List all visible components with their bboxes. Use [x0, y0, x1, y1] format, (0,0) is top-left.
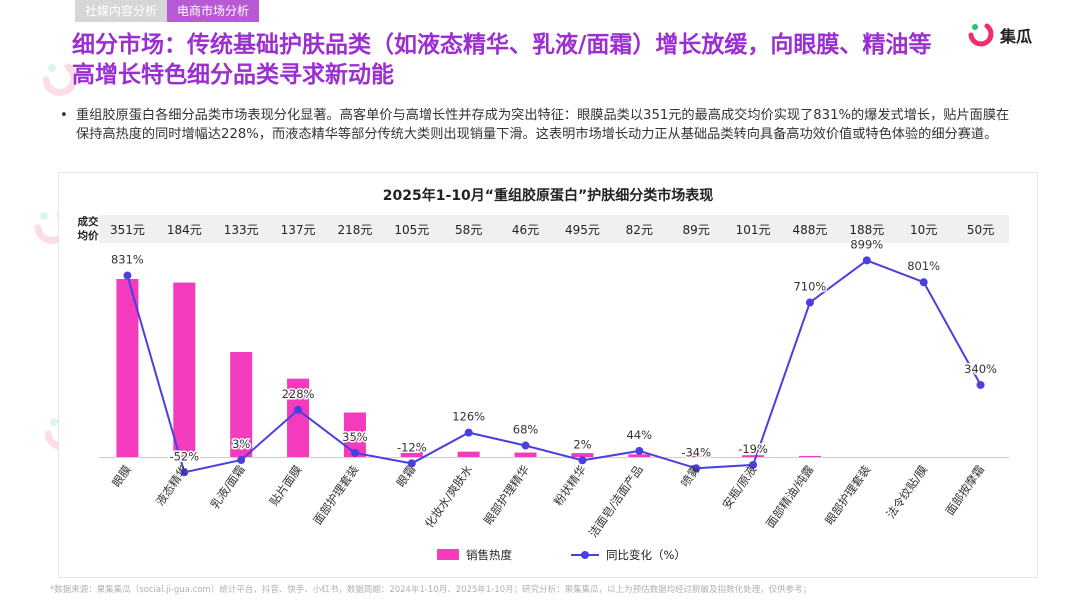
category-tick-label: 面部精油/纯露: [763, 462, 817, 530]
category-tick-label: 乳液/面霜: [208, 463, 248, 512]
sales-heat-bar: [685, 454, 708, 457]
yoy-change-point: [749, 460, 758, 469]
bullet-dot-icon: •: [60, 108, 68, 123]
yoy-change-label: -19%: [738, 442, 768, 456]
legend-label-sales-heat: 销售热度: [466, 548, 512, 562]
avg-price-label: 488元: [792, 223, 827, 237]
yoy-change-point: [407, 459, 416, 468]
yoy-change-point: [578, 456, 587, 465]
yoy-change-label: 801%: [907, 259, 940, 273]
section-tabs: 社媒内容分析 电商市场分析: [75, 0, 260, 22]
yoy-change-label: 831%: [111, 253, 144, 267]
yoy-change-point: [350, 448, 359, 457]
sales-heat-bar: [400, 448, 423, 457]
sales-heat-bar: [514, 452, 537, 457]
brand-logo-text: 集瓜: [1000, 27, 1033, 46]
legend-label-yoy-change: 同比变化（%）: [606, 548, 686, 562]
yoy-change-label: -34%: [681, 445, 711, 459]
avg-price-label: 218元: [337, 223, 372, 237]
avg-price-label: 58元: [455, 223, 482, 237]
yoy-change-point: [919, 278, 928, 287]
summary-text: 重组胶原蛋白各细分品类市场表现分化显著。高客单价与高增长性并存成为突出特征：眼膜…: [76, 108, 1010, 142]
yoy-change-label: -12%: [397, 440, 427, 454]
watermark-logo-1: [38, 58, 82, 106]
yoy-change-point: [237, 456, 246, 465]
yoy-change-label: 340%: [964, 362, 997, 376]
yoy-change-label: 710%: [793, 279, 826, 293]
category-tick-label: 眼部护理套装: [822, 462, 873, 527]
sales-heat-bar: [571, 453, 594, 457]
sales-heat-bar: [628, 454, 651, 457]
price-row-label-line2: 均价: [78, 229, 99, 242]
category-tick-label: 眼膜: [109, 463, 134, 490]
avg-price-label: 89元: [683, 223, 710, 237]
category-tick-label: 眼霜: [394, 463, 419, 490]
avg-price-label: 101元: [736, 223, 771, 237]
brand-logo-icon: [968, 23, 994, 47]
summary-bullet: • 重组胶原蛋白各细分品类市场表现分化显著。高客单价与高增长性并存成为突出特征：…: [60, 106, 1020, 144]
chart-frame: 2025年1-10月“重组胶原蛋白”护肤细分类市场表现成交 均价 351元 184元 1…: [58, 172, 1038, 578]
yoy-change-label: 3%: [232, 437, 250, 451]
page-title: 细分市场：传统基础护肤品类（如液态精华、乳液/面霜）增长放缓，向眼膜、精油等高增…: [72, 32, 932, 88]
category-tick-label: 液态精华: [153, 463, 191, 509]
yoy-change-point: [464, 428, 473, 437]
avg-price-label: 105元: [394, 223, 429, 237]
yoy-change-label: 228%: [282, 387, 315, 401]
yoy-change-point: [521, 441, 530, 450]
yoy-change-point: [294, 405, 303, 414]
legend-swatch-bar: [437, 549, 459, 560]
yoy-change-point: [692, 464, 701, 473]
sales-heat-bar: [343, 412, 366, 457]
category-tick-label: 洁面皂/洁面产品: [586, 463, 646, 540]
avg-price-label: 495元: [565, 223, 600, 237]
yoy-change-label: 68%: [513, 423, 539, 437]
yoy-change-label: 35%: [342, 430, 368, 444]
avg-price-label: 46元: [512, 223, 539, 237]
yoy-change-point: [862, 256, 871, 265]
category-tick-label: 眼部护理精华: [481, 463, 532, 528]
yoy-change-label: 2%: [573, 437, 591, 451]
yoy-change-point: [180, 468, 189, 477]
sales-heat-bar: [173, 282, 196, 457]
footnote: *数据来源：果集集瓜（social.ji-gua.com）统计平台，抖音、快手、…: [50, 585, 812, 595]
yoy-change-label: 899%: [850, 237, 883, 251]
sales-heat-bar: [287, 378, 310, 457]
avg-price-label: 184元: [167, 223, 202, 237]
avg-price-label: 82元: [626, 223, 653, 237]
sales-heat-bar: [798, 455, 821, 457]
avg-price-label: 50元: [967, 223, 994, 237]
sales-heat-bar: [457, 451, 480, 457]
yoy-change-line: [126, 259, 982, 474]
sales-heat-bar: [742, 455, 765, 457]
yoy-change-point: [805, 298, 814, 307]
price-row-band: [99, 215, 1009, 243]
category-tick-label: 粉状精华: [551, 463, 589, 509]
sales-heat-bar: [116, 279, 139, 457]
brand-logo: 集瓜: [966, 20, 1032, 50]
avg-price-label: 351元: [110, 223, 145, 237]
chart-title: 2025年1-10月“重组胶原蛋白”护肤细分类市场表现: [383, 187, 713, 204]
category-tick-label: 面部按摩霜: [943, 463, 987, 518]
yoy-change-label: 126%: [452, 410, 485, 424]
avg-price-label: 133元: [224, 223, 259, 237]
category-tick-label: 贴片面膜: [267, 463, 305, 509]
yoy-change-label: 44%: [627, 428, 653, 442]
category-tick-label: 化妆水/爽肤水: [422, 462, 476, 530]
tab-social-content[interactable]: 社媒内容分析: [75, 0, 168, 22]
yoy-change-point: [976, 380, 985, 389]
sales-heat-bar: [230, 351, 253, 457]
avg-price-label: 137元: [281, 223, 316, 237]
price-row-label-line1: 成交: [78, 215, 99, 228]
tab-ecommerce-market[interactable]: 电商市场分析: [167, 0, 260, 22]
yoy-change-point: [635, 446, 644, 455]
avg-price-label: 188元: [849, 223, 884, 237]
category-tick-label: 安瓶/原液: [719, 462, 759, 511]
yoy-change-label: -52%: [169, 449, 199, 463]
yoy-change-point: [123, 271, 132, 280]
category-tick-label: 面部护理套装: [310, 462, 361, 527]
category-tick-label: 法令纹贴/膜: [883, 463, 930, 521]
legend-swatch-point: [581, 551, 589, 559]
avg-price-label: 10元: [910, 223, 937, 237]
